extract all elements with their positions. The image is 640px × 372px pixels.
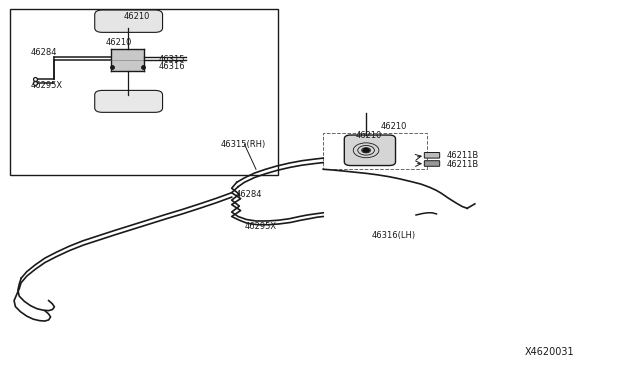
Text: 46210: 46210 xyxy=(106,38,132,47)
Text: 46316(LH): 46316(LH) xyxy=(371,231,415,240)
Text: 46284: 46284 xyxy=(236,190,262,199)
Text: X4620031: X4620031 xyxy=(525,347,575,356)
FancyBboxPatch shape xyxy=(95,10,163,32)
FancyBboxPatch shape xyxy=(424,161,440,166)
Text: 46211B: 46211B xyxy=(447,160,479,169)
Text: 46210: 46210 xyxy=(355,131,381,140)
FancyBboxPatch shape xyxy=(95,90,163,112)
FancyBboxPatch shape xyxy=(344,135,396,166)
Text: 46284: 46284 xyxy=(31,48,57,57)
Text: 46315(RH): 46315(RH) xyxy=(221,140,266,149)
FancyBboxPatch shape xyxy=(424,153,440,158)
Bar xyxy=(111,49,144,71)
Text: 46295X: 46295X xyxy=(31,81,63,90)
Text: 46211B: 46211B xyxy=(447,151,479,160)
Bar xyxy=(10,9,278,175)
Text: 46295X: 46295X xyxy=(245,222,277,231)
Circle shape xyxy=(363,148,369,152)
Text: 46210: 46210 xyxy=(124,12,150,21)
Text: 46210: 46210 xyxy=(381,122,407,131)
Bar xyxy=(323,133,427,169)
Text: 46315: 46315 xyxy=(159,55,185,64)
Text: 46316: 46316 xyxy=(159,62,186,71)
